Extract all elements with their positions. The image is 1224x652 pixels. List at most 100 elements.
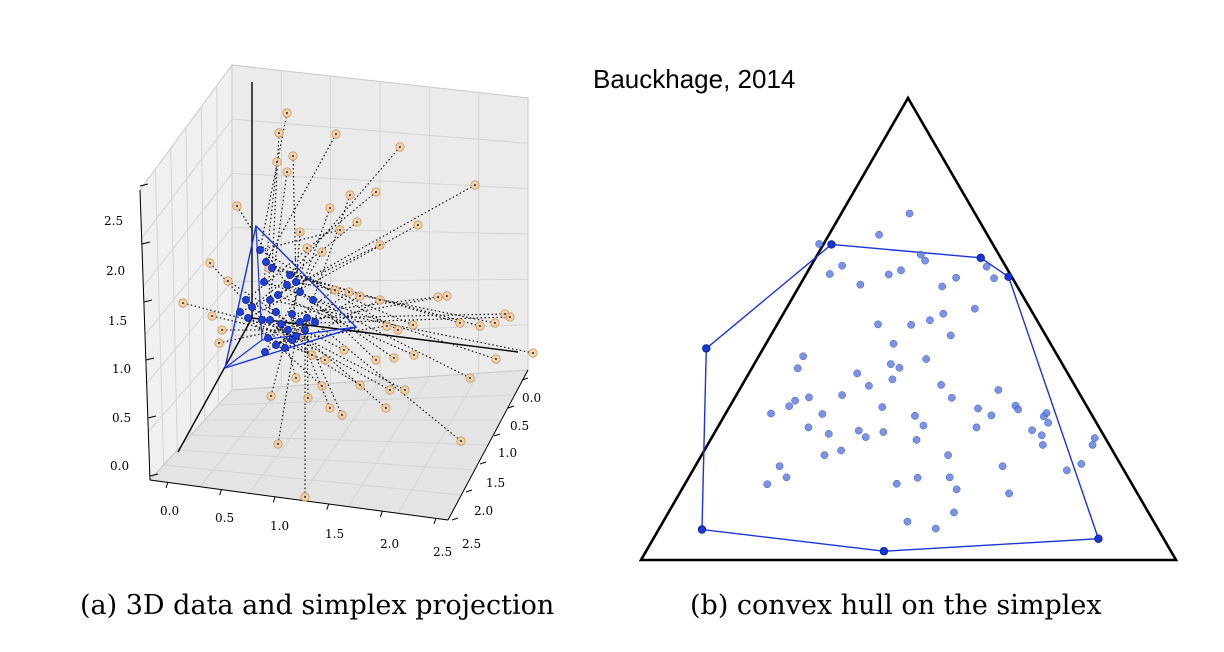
simplex-point [912,436,921,444]
data-point-center [321,251,323,253]
data-point-center [278,132,280,134]
data-point-center [459,322,461,324]
simplex-point [767,409,775,418]
tick-mark [433,517,437,525]
x-tick-label: 0.5 [215,511,234,525]
data-point-center [495,358,497,360]
simplex-point [913,473,922,482]
data-point-center [334,289,336,291]
z-axis-line [139,189,151,481]
caption-a: (a) 3D data and simplex projection [80,590,554,621]
tick-mark [143,299,153,303]
simplex-point [938,282,947,291]
data-point-center [292,155,294,157]
data-point-center [307,397,309,399]
simplex-point [879,428,888,436]
tick-mark [479,461,487,465]
hull-vertex [827,240,836,249]
simplex-point [911,412,919,420]
projection-line [259,112,288,251]
projection-line [269,171,288,301]
projection-line [259,249,399,331]
projection-line [265,133,337,263]
y-axis-line [447,369,529,521]
projection-line [269,299,534,354]
projection-line [292,155,297,283]
simplex-point [889,339,898,348]
pane-gridlines [141,70,529,514]
simplex-point [1028,426,1036,435]
simplex-point [919,421,928,430]
tick-mark [379,510,383,517]
tick-mark [451,517,459,521]
projection-line [263,281,497,360]
projection-line [259,229,341,251]
y-tick-label: 2.5 [462,537,481,551]
simplex-point [974,404,982,413]
data-point-center [393,357,395,359]
simplex-point [946,331,955,340]
data-point-center [437,296,439,298]
simplex-point [994,386,1003,394]
data-point-center [479,325,481,327]
simplex-point [990,274,998,283]
data-point-center [348,291,350,293]
simplex-point [998,462,1007,471]
projection-line [284,299,381,349]
data-point-center [532,352,534,354]
simplex-point [937,381,945,389]
data-point-center [227,280,229,282]
simplex-point [888,375,897,384]
hull-vertex [1004,272,1013,281]
projected-point [301,326,309,334]
simplex-point [837,446,845,455]
data-point-center [270,395,272,397]
z-tick-label: 0.5 [112,411,131,425]
data-point-center [397,329,399,331]
convex-hull-polygon [701,243,1100,552]
data-point-center [504,313,506,315]
simplex-point [861,433,870,441]
simplex-point [1037,431,1046,440]
tick-mark [141,241,151,245]
data-point-center [339,229,341,231]
projected-point [244,314,252,322]
x-axis-line [149,479,449,521]
x-tick-label: 1.5 [325,527,344,541]
simplex-points [763,209,1099,533]
projected-point [272,341,280,349]
data-point-center [321,385,323,387]
projection-line [267,289,336,339]
projection-line [275,311,387,409]
projection-line [280,323,297,379]
projection-line [314,321,462,442]
y-tick-label: 0.0 [522,391,541,405]
x-tick-label: 1.0 [270,519,289,533]
data-point-center [404,389,406,391]
data-point-center [379,244,381,246]
projected-point [309,296,317,304]
data-point-center [389,389,391,391]
projected-point [266,296,274,304]
simplex-point [854,426,863,435]
data-point-center [329,207,331,209]
simplex-point [987,411,996,420]
projection-line [312,299,377,361]
projected-point [268,264,276,272]
simplex-point [907,320,916,329]
data-point-center [311,354,313,356]
projection-line [251,306,313,356]
y-tick-label: 2.0 [474,504,493,518]
simplex-point [793,364,802,373]
projected-points-3d [236,246,319,356]
projected-point [303,314,311,322]
projection-line [247,317,323,387]
simplex-point [922,355,931,363]
z-tick-labels: 0.0 0.5 1.0 1.5 2.0 2.5 [104,214,131,473]
projected-point [261,348,269,356]
projected-point [260,278,268,286]
projection-line [306,317,309,399]
tick-mark [493,433,501,437]
caption-b: (b) convex hull on the simplex [690,590,1102,621]
data-point-center [218,342,220,344]
